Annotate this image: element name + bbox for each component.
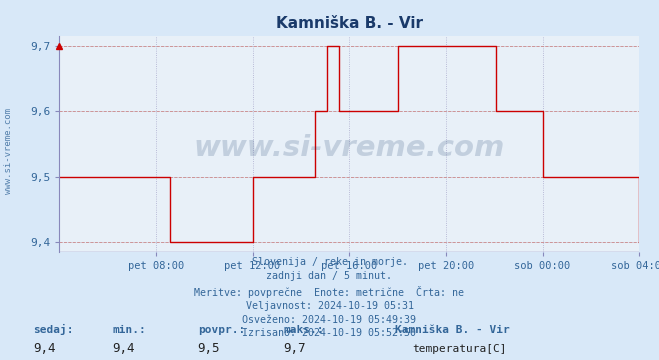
Text: min.:: min.: bbox=[112, 325, 146, 335]
Text: Kamniška B. - Vir: Kamniška B. - Vir bbox=[395, 325, 510, 335]
Text: sedaj:: sedaj: bbox=[33, 324, 73, 335]
Text: 9,5: 9,5 bbox=[198, 342, 220, 355]
Text: temperatura[C]: temperatura[C] bbox=[413, 344, 507, 354]
Text: maks.:: maks.: bbox=[283, 325, 324, 335]
Title: Kamniška B. - Vir: Kamniška B. - Vir bbox=[275, 16, 423, 31]
Text: 9,7: 9,7 bbox=[283, 342, 306, 355]
Text: povpr.:: povpr.: bbox=[198, 325, 245, 335]
Text: www.si-vreme.com: www.si-vreme.com bbox=[4, 108, 13, 194]
Text: 9,4: 9,4 bbox=[112, 342, 134, 355]
Text: Slovenija / reke in morje.
zadnji dan / 5 minut.
Meritve: povprečne  Enote: metr: Slovenija / reke in morje. zadnji dan / … bbox=[194, 257, 465, 338]
Text: www.si-vreme.com: www.si-vreme.com bbox=[194, 134, 505, 162]
Text: 9,4: 9,4 bbox=[33, 342, 55, 355]
